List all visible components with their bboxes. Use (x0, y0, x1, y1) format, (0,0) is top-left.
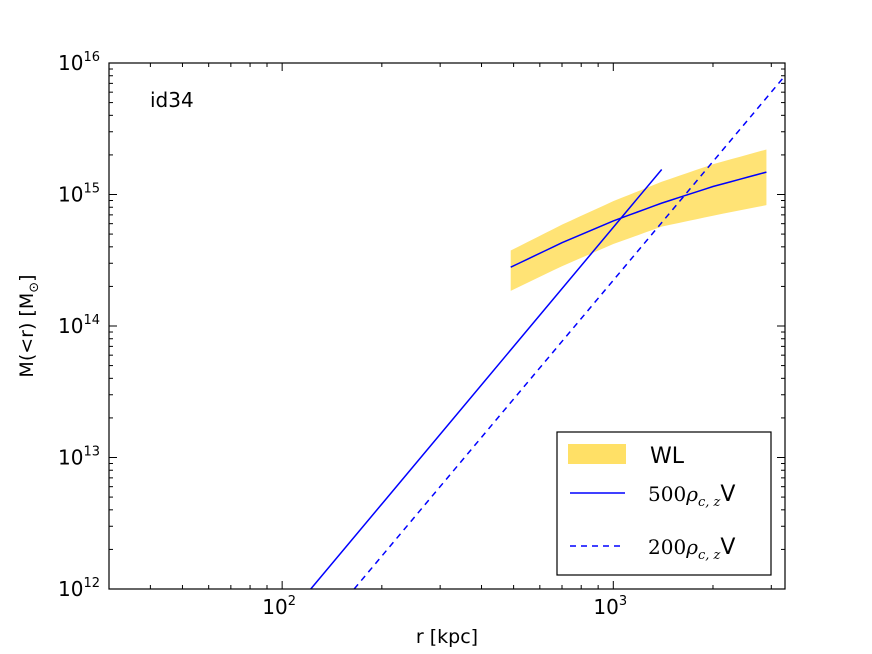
series-line-500 (310, 168, 663, 589)
y-tick-exp: 14 (83, 313, 100, 328)
y-tick-label: 1012 (58, 576, 100, 601)
axes-frame (108, 62, 786, 590)
x-tick-base: 10 (262, 595, 287, 619)
legend: WL 500ρc, zV 200ρc, zV (556, 431, 772, 576)
legend-label-500: 500ρc, zV (648, 482, 735, 510)
wl-median-line (510, 171, 767, 268)
legend-200-v: V (720, 535, 735, 560)
y-axis-label-prefix: M(<r) [M (16, 293, 38, 378)
x-tick-exp: 3 (619, 594, 627, 609)
legend-500-sub: c, z (698, 495, 721, 510)
y-tick-base: 10 (58, 577, 83, 601)
x-axis-label: r [kpc] (416, 626, 478, 648)
data-layer (310, 75, 785, 589)
annotation-id: id34 (150, 88, 194, 112)
legend-label-wl: WL (650, 444, 685, 469)
y-axis-label-sun: ⊙ (27, 282, 42, 293)
legend-500-num: 500 (648, 482, 686, 506)
legend-200-sub: c, z (698, 548, 721, 563)
legend-200-num: 200 (648, 535, 686, 559)
y-tick-exp: 15 (83, 182, 100, 197)
legend-500-rho: ρ (685, 482, 698, 506)
y-tick-label: 1016 (58, 50, 100, 75)
x-tick-label: 103 (593, 594, 627, 619)
legend-200-rho: ρ (685, 535, 698, 559)
y-tick-exp: 16 (83, 50, 100, 65)
y-axis-label: M(<r) [M⊙] (16, 274, 42, 377)
y-tick-base: 10 (58, 183, 83, 207)
legend-label-200: 200ρc, zV (648, 535, 735, 563)
x-tick-label: 102 (262, 594, 296, 619)
x-tick-exp: 2 (288, 594, 296, 609)
y-tick-base: 10 (58, 51, 83, 75)
wl-band (510, 149, 767, 291)
y-tick-label: 1014 (58, 313, 100, 338)
y-axis-label-suffix: ] (16, 274, 38, 281)
legend-swatch-wl (568, 444, 626, 464)
y-tick-label: 1013 (58, 445, 100, 470)
y-tick-exp: 12 (83, 576, 100, 591)
y-tick-base: 10 (58, 314, 83, 338)
series-line-200 (353, 75, 785, 589)
legend-500-v: V (720, 482, 735, 507)
y-tick-label: 1015 (58, 182, 100, 207)
y-tick-base: 10 (58, 446, 83, 470)
x-tick-base: 10 (593, 595, 618, 619)
y-tick-exp: 13 (83, 445, 100, 460)
